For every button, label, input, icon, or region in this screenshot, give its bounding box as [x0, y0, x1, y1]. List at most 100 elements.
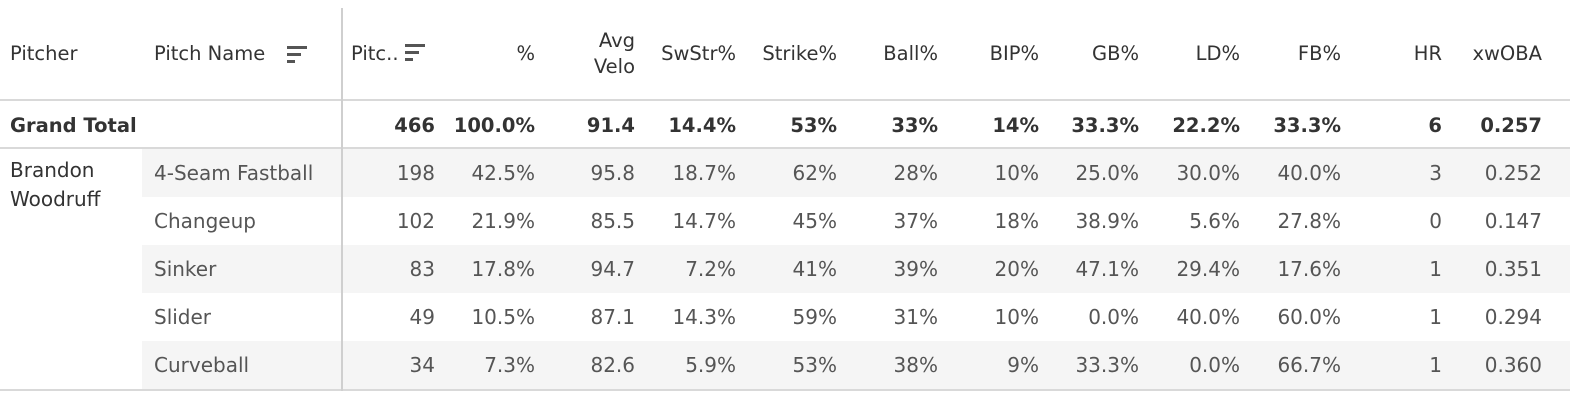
cell-pitch-name: Curveball — [154, 353, 250, 377]
cell-xwoba: 0.294 — [1484, 305, 1542, 329]
header-pitcher[interactable]: Pitcher — [10, 8, 135, 100]
cell-swstr: 14.4% — [668, 113, 736, 137]
table-row[interactable]: Slider 49 10.5% 87.1 14.3% 59% 31% 10% 0… — [0, 293, 1570, 341]
cell-xwoba: 0.252 — [1484, 161, 1542, 185]
cell-ball: 31% — [893, 305, 938, 329]
cell-hr: 0 — [1429, 209, 1442, 233]
header-swstr-label: SwStr% — [661, 42, 736, 65]
header-pct[interactable]: % — [444, 8, 535, 100]
row-band — [142, 245, 1570, 293]
cell-avg-velo: 87.1 — [590, 305, 635, 329]
header-gb[interactable]: GB% — [1049, 8, 1139, 100]
cell-gb: 33.3% — [1075, 353, 1139, 377]
cell-fb: 66.7% — [1277, 353, 1341, 377]
cell-ball: 38% — [893, 353, 938, 377]
header-pitch-name[interactable]: Pitch Name — [154, 8, 334, 100]
cell-pct: 42.5% — [471, 161, 535, 185]
cell-bip: 20% — [994, 257, 1039, 281]
cell-hr: 1 — [1429, 257, 1442, 281]
cell-ld: 29.4% — [1176, 257, 1240, 281]
cell-strike: 53% — [790, 113, 837, 137]
cell-swstr: 14.3% — [672, 305, 736, 329]
cell-gb: 25.0% — [1075, 161, 1139, 185]
table-row[interactable]: Sinker 83 17.8% 94.7 7.2% 41% 39% 20% 47… — [0, 245, 1570, 293]
header-pitches-label: Pitc.. — [351, 42, 399, 65]
cell-swstr: 18.7% — [672, 161, 736, 185]
header-fb[interactable]: FB% — [1250, 8, 1341, 100]
cell-avg-velo: 85.5 — [590, 209, 635, 233]
cell-bip: 10% — [994, 305, 1039, 329]
cell-hr: 6 — [1428, 113, 1442, 137]
cell-pitches: 83 — [409, 257, 435, 281]
grand-total-row[interactable]: Grand Total 466 100.0% 91.4 14.4% 53% 33… — [0, 101, 1570, 149]
header-bip-label: BIP% — [989, 42, 1039, 65]
cell-ld: 5.6% — [1189, 209, 1240, 233]
cell-pitch-name: Changeup — [154, 209, 256, 233]
cell-hr: 3 — [1429, 161, 1442, 185]
cell-ld: 40.0% — [1176, 305, 1240, 329]
row-band — [142, 341, 1570, 389]
cell-hr: 1 — [1429, 353, 1442, 377]
cell-pct: 7.3% — [484, 353, 535, 377]
header-ld[interactable]: LD% — [1149, 8, 1240, 100]
header-strike-label: Strike% — [762, 42, 837, 65]
header-strike[interactable]: Strike% — [746, 8, 837, 100]
cell-pct: 21.9% — [471, 209, 535, 233]
cell-ball: 33% — [891, 113, 938, 137]
header-ball[interactable]: Ball% — [847, 8, 938, 100]
cell-xwoba: 0.257 — [1480, 113, 1542, 137]
cell-pct: 10.5% — [471, 305, 535, 329]
table-row[interactable]: Curveball 34 7.3% 82.6 5.9% 53% 38% 9% 3… — [0, 341, 1570, 389]
cell-gb: 47.1% — [1075, 257, 1139, 281]
header-swstr[interactable]: SwStr% — [645, 8, 736, 100]
cell-ld: 0.0% — [1189, 353, 1240, 377]
header-pitches[interactable]: Pitc.. — [351, 8, 441, 100]
cell-pitches: 34 — [409, 353, 435, 377]
row-header-divider — [341, 8, 343, 391]
header-divider — [0, 99, 1570, 101]
table-row[interactable]: 4-Seam Fastball 198 42.5% 95.8 18.7% 62%… — [0, 149, 1570, 197]
cell-strike: 45% — [792, 209, 837, 233]
header-gb-label: GB% — [1091, 42, 1139, 65]
header-avg-velo-line2: Velo — [593, 55, 635, 78]
cell-ld: 30.0% — [1176, 161, 1240, 185]
column-header-row: Pitcher Pitch Name Pitc.. % Avg Velo SwS… — [0, 8, 1570, 100]
cell-strike: 53% — [792, 353, 837, 377]
cell-pitches: 466 — [394, 113, 435, 137]
cell-swstr: 7.2% — [685, 257, 736, 281]
cell-avg-velo: 91.4 — [586, 113, 635, 137]
sort-descending-icon[interactable] — [404, 42, 425, 62]
cell-pitches: 49 — [409, 305, 435, 329]
header-pct-label: % — [516, 42, 535, 65]
table-bottom-border — [0, 389, 1570, 391]
cell-bip: 18% — [994, 209, 1039, 233]
sort-descending-icon[interactable] — [287, 44, 308, 64]
header-avg-velo[interactable]: Avg Velo — [545, 8, 635, 100]
cell-fb: 27.8% — [1277, 209, 1341, 233]
cell-xwoba: 0.147 — [1484, 209, 1542, 233]
cell-fb: 17.6% — [1277, 257, 1341, 281]
header-avg-velo-line1: Avg — [598, 29, 635, 52]
cell-ball: 39% — [893, 257, 938, 281]
header-pitcher-label: Pitcher — [10, 42, 78, 65]
cell-fb: 60.0% — [1277, 305, 1341, 329]
table-row[interactable]: Changeup 102 21.9% 85.5 14.7% 45% 37% 18… — [0, 197, 1570, 245]
header-hr-label: HR — [1413, 42, 1442, 65]
cell-avg-velo: 82.6 — [590, 353, 635, 377]
header-bip[interactable]: BIP% — [948, 8, 1039, 100]
cell-pitch-name: 4-Seam Fastball — [154, 161, 314, 185]
cell-bip: 9% — [1007, 353, 1039, 377]
header-xwoba[interactable]: xwOBA — [1452, 8, 1542, 100]
cell-xwoba: 0.360 — [1484, 353, 1542, 377]
cell-avg-velo: 94.7 — [590, 257, 635, 281]
pitcher-row-header[interactable]: Brandon Woodruff — [10, 158, 101, 211]
cell-avg-velo: 95.8 — [590, 161, 635, 185]
header-ld-label: LD% — [1195, 42, 1240, 65]
cell-strike: 62% — [792, 161, 837, 185]
cell-ld: 22.2% — [1172, 113, 1240, 137]
header-hr[interactable]: HR — [1351, 8, 1442, 100]
cell-pitches: 102 — [396, 209, 435, 233]
row-band — [142, 149, 1570, 197]
cell-swstr: 14.7% — [672, 209, 736, 233]
